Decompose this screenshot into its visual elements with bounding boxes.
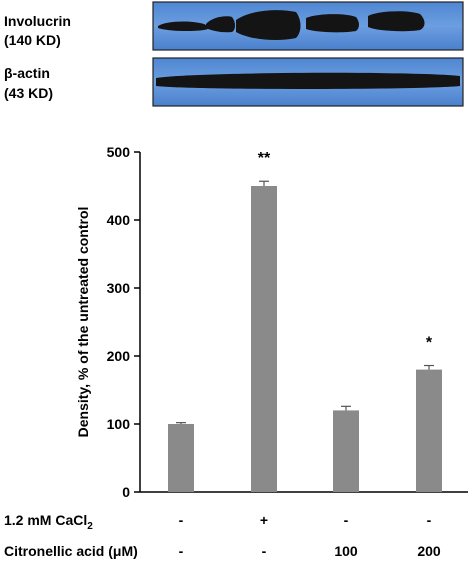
error-bar [424, 364, 434, 370]
error-bar [259, 180, 269, 186]
significance-labels: *** [258, 150, 433, 351]
y-tick-label: 300 [107, 280, 131, 296]
bar [168, 424, 194, 492]
treatment-value: - [344, 512, 349, 528]
treatment-value: 200 [417, 543, 441, 559]
y-axis-label: Density, % of the untreated control [75, 207, 91, 438]
treatment-value: + [260, 512, 268, 528]
treatment-values: - + - - - - 100 200 [179, 512, 441, 559]
treatment-table: 1.2 mM CaCl2 Citronellic acid (μM) - + - --… [4, 512, 441, 559]
y-tick-label: 100 [107, 416, 131, 432]
significance-label: * [426, 335, 433, 352]
treatment-value: - [427, 512, 432, 528]
error-bar [176, 422, 186, 424]
y-tick-labels: 0 100 200 300 400 500 [107, 144, 131, 500]
treatment-label-citronellic: Citronellic acid (μM) [4, 543, 138, 559]
treatment-value: - [179, 543, 184, 559]
treatment-label-cacl2: 1.2 mM CaCl2 [4, 512, 93, 532]
error-bar [341, 405, 351, 411]
blot-band [206, 16, 235, 33]
treatment-value: - [262, 543, 267, 559]
blot-label-actin-kd: (43 KD) [4, 85, 53, 101]
blot-bands-actin [156, 72, 460, 89]
bars [168, 186, 442, 492]
y-ticks [134, 151, 140, 493]
bar [333, 410, 359, 492]
blot-band [306, 14, 359, 33]
blot-label-involucrin: Involucrin [4, 13, 71, 29]
blot-band [368, 11, 425, 32]
bar [416, 369, 442, 492]
blot-bands-involucrin [158, 10, 425, 41]
treatment-value: - [179, 512, 184, 528]
blot-band [236, 10, 301, 41]
blot-label-involucrin-kd: (140 KD) [4, 32, 61, 48]
y-tick-label: 200 [107, 348, 131, 364]
bar [251, 186, 277, 492]
y-tick-label: 500 [107, 144, 131, 160]
western-blot: Involucrin (140 KD) β-actin (43 KD) [4, 1, 464, 107]
y-tick-label: 0 [122, 484, 130, 500]
blot-band [156, 72, 460, 89]
y-tick-label: 400 [107, 212, 131, 228]
treatment-value: 100 [334, 543, 358, 559]
error-bars [176, 180, 434, 424]
blot-band [158, 21, 209, 32]
significance-label: ** [258, 150, 271, 167]
blot-label-actin: β-actin [4, 65, 50, 81]
